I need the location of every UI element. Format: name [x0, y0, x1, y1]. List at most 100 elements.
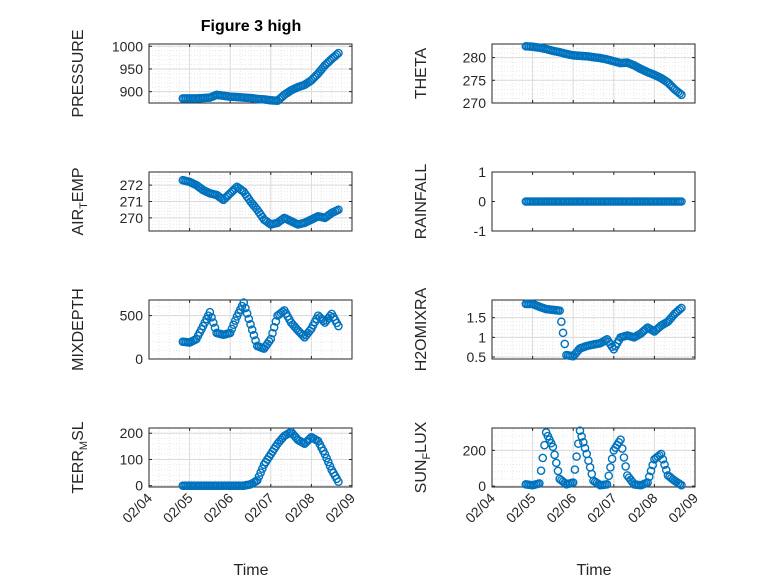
data-point	[322, 453, 331, 463]
data-markers	[178, 298, 343, 353]
axes-box	[148, 427, 353, 488]
x-axis-label-left: Time	[234, 562, 269, 579]
data-point	[557, 317, 566, 327]
data-point	[575, 426, 585, 435]
data-point	[675, 89, 685, 98]
y-tick-label: 270	[120, 210, 144, 226]
data-point	[268, 328, 277, 338]
data-point	[646, 466, 656, 476]
data-point	[677, 90, 686, 100]
data-point	[677, 197, 686, 206]
data-point	[334, 48, 343, 58]
y-tick-label: 0	[135, 478, 143, 494]
y-tick-label: 0	[478, 194, 486, 210]
x-tick-label: 02/09	[322, 490, 358, 526]
data-point	[271, 317, 281, 326]
x-tick-label: 02/06	[200, 490, 236, 526]
y-tick-label: 0.5	[467, 349, 487, 365]
y-tick-label: 950	[120, 61, 144, 77]
data-point	[616, 435, 625, 444]
data-point	[661, 465, 671, 475]
data-point	[660, 460, 669, 469]
data-point	[298, 331, 308, 340]
x-tick-label: 02/09	[665, 490, 701, 526]
data-point	[551, 458, 561, 468]
data-point	[675, 479, 685, 489]
data-point	[656, 449, 666, 459]
data-point	[580, 443, 590, 453]
axes-box	[148, 299, 353, 360]
data-point	[677, 303, 686, 313]
data-point	[555, 306, 564, 315]
data-point	[553, 466, 563, 476]
data-point	[548, 442, 558, 452]
data-point	[225, 328, 235, 338]
subplot-pressure: 900 950 1000 PRESSURE	[70, 29, 353, 118]
data-point	[536, 466, 546, 475]
data-point	[269, 323, 279, 332]
y-tick-label: 270	[463, 95, 487, 111]
y-tick-label: 0	[135, 351, 143, 367]
subplot-terr: 02/04 02/05 02/06 02/07 02/08 02/09 0 100 200 TER…	[70, 421, 358, 526]
y-tick-label: 272	[120, 177, 144, 193]
data-point	[205, 307, 215, 317]
data-point	[648, 460, 658, 470]
data-point	[254, 472, 264, 481]
data-point	[256, 468, 265, 477]
x-tick-label: 02/07	[584, 490, 620, 526]
data-point	[318, 316, 328, 326]
data-point	[607, 454, 617, 464]
data-point	[252, 476, 262, 485]
data-point	[621, 462, 630, 471]
x-tick-label: 02/04	[119, 490, 155, 526]
data-point	[332, 50, 342, 59]
data-point	[227, 324, 237, 334]
data-point	[617, 444, 627, 453]
data-point	[217, 194, 227, 203]
y-tick-label: 0	[478, 478, 486, 494]
data-markers	[521, 41, 686, 100]
data-markers	[178, 48, 343, 106]
y-axis-label: TERRMSL	[70, 421, 90, 493]
data-point	[558, 328, 568, 338]
data-point	[577, 432, 586, 441]
data-point	[572, 452, 581, 461]
data-markers	[521, 426, 686, 490]
axes-box	[491, 427, 696, 488]
data-point	[241, 303, 250, 313]
x-tick-label: 02/07	[241, 490, 277, 526]
data-point	[208, 318, 218, 327]
data-point	[258, 464, 267, 473]
y-tick-label: 1	[478, 329, 486, 345]
y-tick-label: 100	[120, 451, 144, 467]
data-markers	[521, 197, 686, 206]
data-point	[264, 337, 274, 346]
axes-box	[491, 299, 696, 360]
data-point	[550, 450, 559, 460]
x-tick-label: 02/06	[543, 490, 579, 526]
subplot-theta: 270 275 280 THETA	[413, 41, 696, 111]
data-point	[247, 325, 257, 335]
subplot-h2omixra: 0.5 1 1.5 H2OMIXRA	[413, 287, 696, 371]
data-point	[266, 334, 276, 344]
data-point	[334, 321, 343, 331]
data-point	[604, 471, 614, 481]
data-point	[645, 472, 654, 482]
subplot-rainfall: -1 0 1 RAINFALL	[413, 164, 696, 239]
data-point	[658, 454, 668, 464]
data-point	[242, 309, 252, 318]
y-tick-label: 271	[120, 194, 144, 210]
data-point	[643, 478, 652, 487]
data-point	[619, 453, 629, 462]
y-tick-label: 1.5	[467, 310, 487, 326]
data-point	[538, 453, 548, 463]
y-tick-label: 1000	[112, 38, 143, 54]
data-point	[249, 330, 259, 340]
axes-box	[491, 43, 696, 104]
data-markers	[521, 299, 686, 361]
data-point	[244, 314, 254, 324]
x-tick-label: 02/05	[160, 490, 196, 526]
